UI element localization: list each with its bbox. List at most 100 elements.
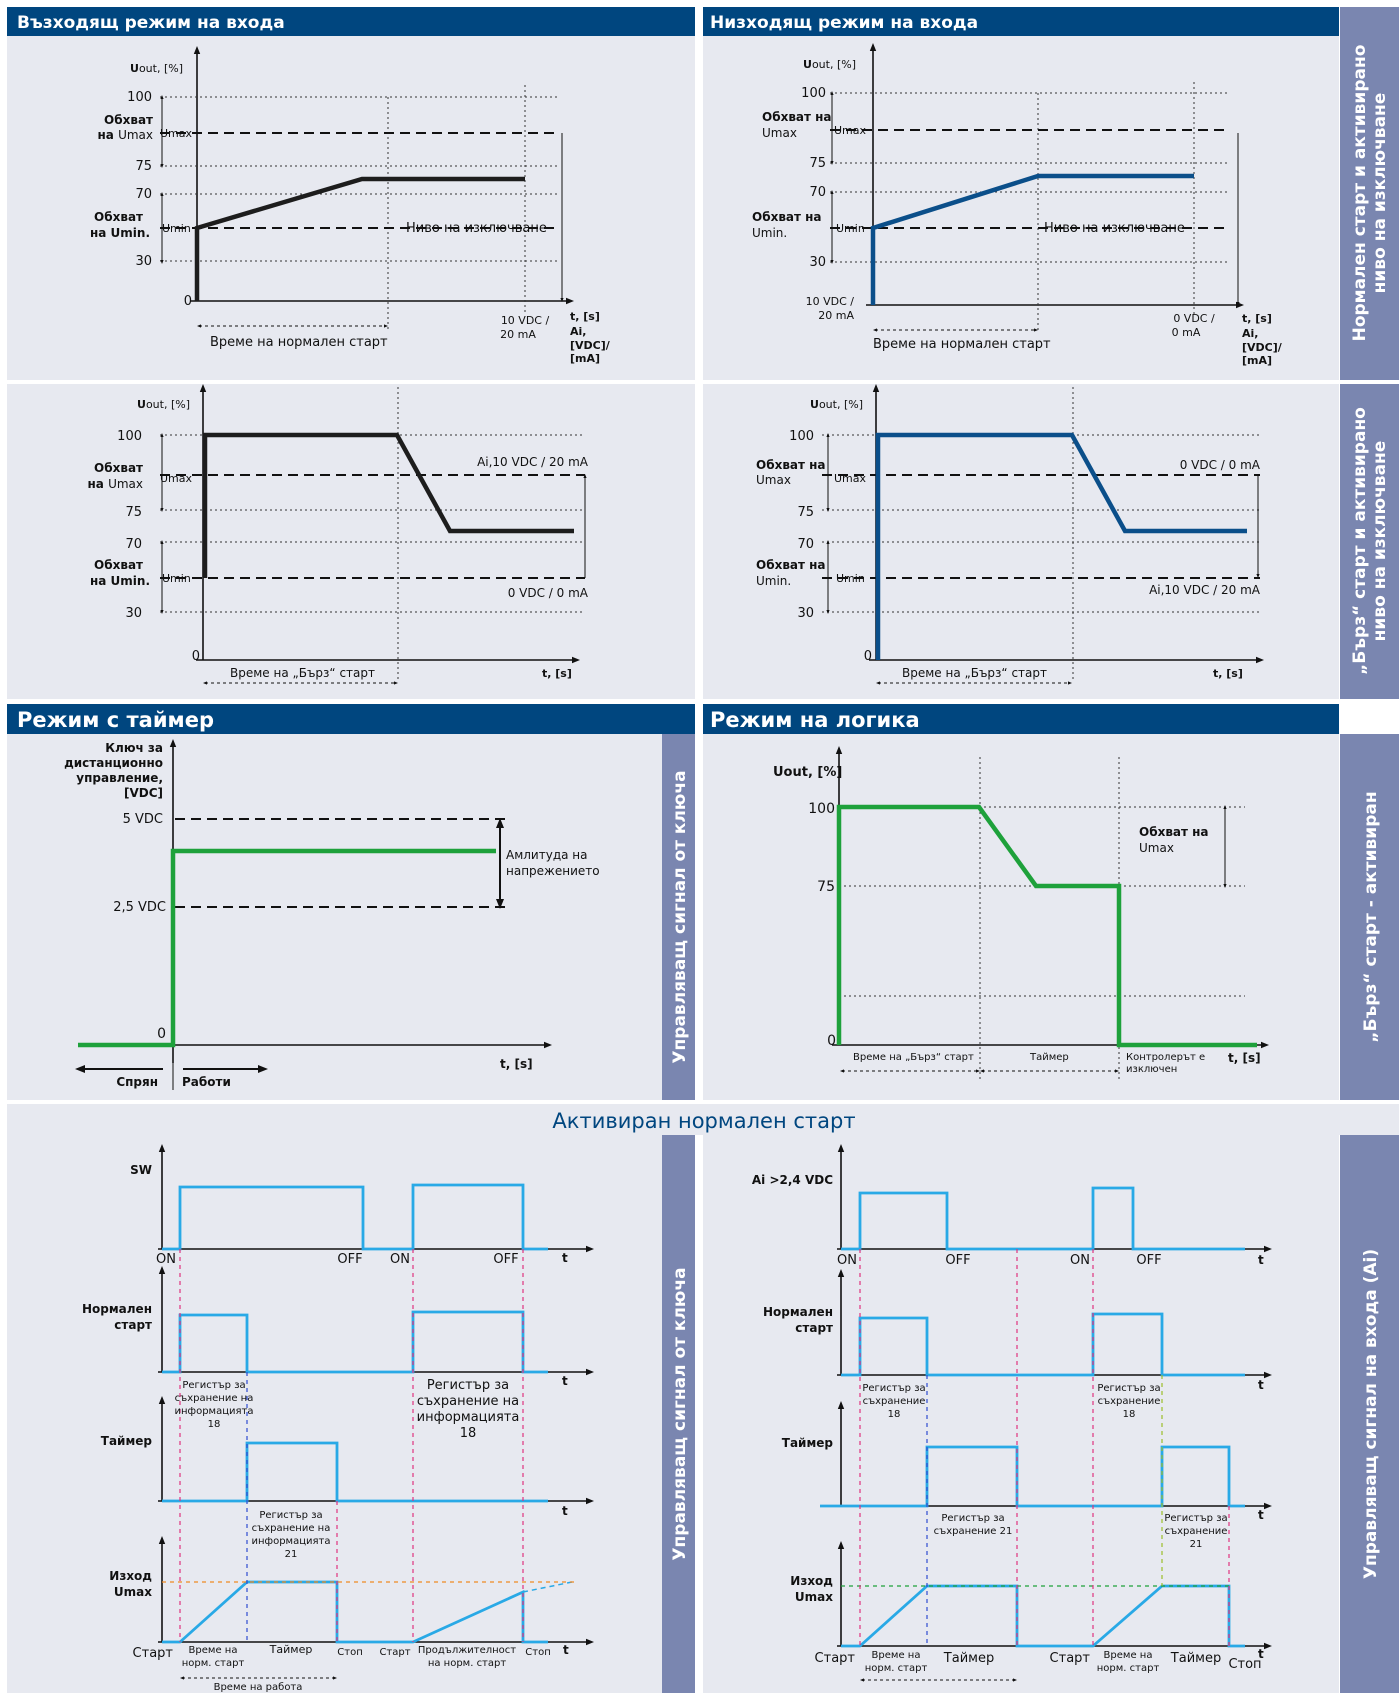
r-stop: Стоп	[1228, 1657, 1261, 1672]
r-timer-t: t	[1258, 1508, 1264, 1522]
tick-75-3: 75	[125, 505, 142, 520]
out-2: Umax	[114, 1585, 152, 1599]
header-timer-mode: Режим с таймер	[17, 708, 214, 732]
r-reg21-1: Регистър за	[941, 1513, 1004, 1524]
side-fast-start-line2: ниво на изключване	[1370, 441, 1390, 642]
ai-on-1: ON	[837, 1253, 857, 1268]
header-bars	[7, 7, 1339, 734]
panel-ascending-normal: Uout, [%] 100 75 70 30 0 Umax Umin Обхва…	[90, 46, 611, 365]
axis-10vdc: 10 VDC /	[501, 314, 550, 327]
range-umax-2a: на	[97, 128, 118, 142]
tick-30-2: 30	[809, 255, 826, 270]
ai10-label-4: Ai,10 VDC / 20 mA	[1149, 583, 1261, 597]
duration-1: Продължителност	[418, 1645, 516, 1656]
tick-70: 70	[135, 187, 152, 202]
axis-10vdc-2: 10 VDC /	[806, 295, 855, 308]
side-normal-start-line1: Нормален старт и активирано	[1350, 45, 1370, 342]
sw-t: t	[562, 1251, 568, 1265]
r-out-t: t	[1258, 1647, 1264, 1661]
out-t: t	[563, 1643, 569, 1657]
r-reg21-2: съхранение 21	[934, 1526, 1013, 1537]
uout-rest-3: out, [%]	[146, 398, 190, 411]
activated-normal-start-bar	[7, 1104, 1399, 1135]
range-umin-3-1: Обхват	[94, 558, 143, 572]
zero-vdc-label: 0 VDC / 0 mA	[508, 586, 589, 600]
panel-timing-input: Ai >2,4 VDC ON OFF ON OFF t Нормален ста…	[752, 1144, 1272, 1682]
reg18-3: информацията	[175, 1406, 254, 1417]
logic-tick-75: 75	[817, 879, 835, 895]
r-timer-label: Таймер	[782, 1436, 834, 1450]
amplitude-2: напрежението	[506, 864, 600, 878]
umin-label-2: Umin	[836, 222, 865, 235]
ai-label: Ai >2,4 VDC	[752, 1173, 833, 1187]
axis-20ma: 20 mA	[500, 328, 536, 341]
sw-off-1: OFF	[337, 1252, 362, 1267]
range-umax-1: Обхват	[104, 113, 153, 127]
range-umax-2-1: Обхват на	[762, 110, 832, 124]
r-normal-t: t	[1258, 1378, 1264, 1392]
logic-range-2: Umax	[1139, 841, 1174, 855]
r-reg18-2: съхранение	[863, 1396, 926, 1407]
r-time-norm-2b: норм. старт	[1097, 1663, 1160, 1674]
tick-30-4: 30	[797, 606, 814, 621]
work-time: Време на работа	[214, 1682, 303, 1693]
r-reg21b-3: 21	[1190, 1539, 1203, 1550]
timer-label: Таймер	[101, 1434, 153, 1448]
normal-2: старт	[114, 1318, 152, 1332]
r-normal-2: старт	[795, 1321, 833, 1335]
panel-logic-mode: Uout, [%] 100 75 0 Обхват на Umax Време …	[773, 746, 1269, 1080]
sw-on-1: ON	[156, 1252, 176, 1267]
logic-axis-t: t, [s]	[1228, 1051, 1261, 1065]
logic-ctrl-2: изключен	[1126, 1064, 1177, 1075]
out-1: Изход	[109, 1569, 152, 1583]
sw-label: SW	[130, 1163, 152, 1177]
tick-5vdc: 5 VDC	[123, 812, 163, 827]
r-reg21b-2: съхранение	[1165, 1526, 1228, 1537]
tick-75-2: 75	[809, 156, 826, 171]
axis-t-2: t, [s]	[1242, 312, 1272, 325]
stop-1: Стоп	[337, 1647, 362, 1658]
amplitude-1: Амлитуда на	[506, 848, 588, 862]
normal-1: Нормален	[82, 1302, 152, 1316]
duration-2: на норм. старт	[428, 1658, 507, 1669]
r-timer-bottom-1: Таймер	[943, 1651, 994, 1666]
r-reg21b-1: Регистър за	[1164, 1513, 1227, 1524]
stop-2: Стоп	[525, 1647, 550, 1658]
uout-rest: out, [%]	[139, 62, 183, 75]
fast-start-time-4: Време на „Бърз“ старт	[902, 666, 1047, 680]
cutoff-label-2: Ниво на изключване	[1044, 221, 1185, 236]
key-label-1: Ключ за	[105, 741, 163, 755]
r-normal-1: Нормален	[763, 1305, 833, 1319]
axis-vdc-2: [VDC]/	[1242, 341, 1283, 354]
reg21-2: съхранение на	[252, 1523, 331, 1534]
panel-descending-fast: Uout, [%] 100 75 70 30 0 Umax Umin Обхва…	[756, 384, 1264, 685]
range-umin-1: Обхват	[94, 210, 143, 224]
reg21-3: информацията	[252, 1536, 331, 1547]
start-1: Старт	[133, 1646, 174, 1661]
r-time-norm-2a: Време на	[1104, 1650, 1153, 1661]
logic-timer: Таймер	[1029, 1052, 1069, 1063]
svg-text:Uout, [%]: Uout, [%]	[130, 62, 183, 75]
range-umax-3-2a: на	[87, 477, 108, 491]
r-timer-bottom-2: Таймер	[1170, 1651, 1221, 1666]
side-fast-start-activated: „Бърз“ старт - активиран	[1361, 791, 1381, 1042]
start-2: Старт	[379, 1647, 410, 1658]
axis-ma: [mA]	[570, 352, 600, 365]
range-umin-2-1: Обхват на	[752, 210, 822, 224]
umin-label-4: Umin	[836, 572, 865, 585]
uout-rest-2: out, [%]	[812, 58, 856, 71]
zero-vdc-label-4: 0 VDC / 0 mA	[1180, 458, 1261, 472]
key-label-3: управление,	[76, 771, 163, 785]
axis-t: t, [s]	[570, 310, 600, 323]
axis-ma-2: [mA]	[1242, 354, 1272, 367]
working-label: Работи	[182, 1075, 231, 1089]
logic-range-1: Обхват на	[1139, 825, 1209, 839]
side-input-signal: Управляващ сигнал на входа (Ai)	[1361, 1249, 1381, 1579]
ai-off-2: OFF	[1136, 1253, 1161, 1268]
range-umax-3-2b: Umax	[108, 477, 143, 491]
panel-ascending-fast: Uout, [%] 100 75 70 30 0 Umax Umin Обхва…	[87, 384, 589, 685]
normal-start-time: Време на нормален старт	[210, 335, 388, 350]
svg-text:Uout, [%]: Uout, [%]	[810, 398, 863, 411]
